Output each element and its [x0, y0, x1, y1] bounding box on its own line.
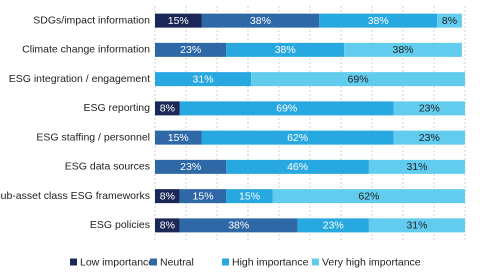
bar-segment	[226, 189, 273, 204]
bar-segment	[272, 189, 465, 204]
data-label: 8%	[160, 220, 175, 232]
y-tick-label: ESG staffing / personnel	[36, 131, 150, 143]
data-label: 38%	[275, 44, 296, 56]
bar-segment	[226, 42, 345, 57]
bar-segment	[368, 218, 465, 233]
data-label: 23%	[180, 161, 201, 173]
bar-segment	[201, 13, 320, 28]
bar-segment	[251, 72, 465, 87]
bar-segment	[319, 13, 438, 28]
bar-segment	[155, 189, 180, 204]
y-tick-label: ESG reporting	[83, 102, 150, 114]
bar-segment	[226, 159, 369, 174]
y-tick-label: ESG integration / engagement	[9, 73, 150, 85]
bar-segment	[368, 159, 465, 174]
data-label: 15%	[168, 15, 189, 27]
bar-segment	[155, 72, 252, 87]
data-label: 38%	[228, 220, 249, 232]
data-label: 31%	[193, 73, 214, 85]
bar-segment	[179, 189, 227, 204]
legend-label: Low importance	[80, 256, 154, 268]
data-label: 8%	[160, 103, 175, 115]
bar-segment	[393, 130, 465, 145]
bar-segment	[155, 101, 180, 116]
data-label: 15%	[168, 132, 189, 144]
bar-segment	[155, 42, 227, 57]
data-label: 69%	[348, 73, 369, 85]
bar-segment	[155, 13, 202, 28]
legend-swatch	[70, 258, 77, 266]
y-tick-label: SDGs/impact information	[33, 14, 150, 26]
legend-swatch	[150, 258, 157, 266]
data-label: 38%	[368, 15, 389, 27]
legend-swatch	[312, 258, 319, 266]
bar-segment	[155, 130, 202, 145]
data-label: 23%	[323, 220, 344, 232]
data-label: 23%	[419, 103, 440, 115]
bar-segment	[201, 130, 394, 145]
y-tick-label: Climate change information	[22, 44, 150, 56]
bar-segment	[155, 218, 180, 233]
bar-segment	[393, 101, 465, 116]
data-label: 15%	[193, 190, 214, 202]
bar-segment	[437, 13, 462, 28]
data-label: 23%	[419, 132, 440, 144]
legend-label: High importance	[232, 256, 309, 268]
y-tick-label: ESG policies	[90, 219, 150, 231]
bar-segment	[297, 218, 369, 233]
bar-segment	[179, 101, 394, 116]
data-label: 69%	[276, 103, 297, 115]
data-label: 62%	[287, 132, 308, 144]
data-label: 8%	[442, 15, 457, 27]
data-label: 8%	[160, 190, 175, 202]
data-label: 38%	[392, 44, 413, 56]
legend-label: Very high importance	[322, 256, 421, 268]
data-label: 31%	[406, 161, 427, 173]
data-label: 62%	[358, 190, 379, 202]
legend-label: Neutral	[160, 256, 194, 268]
y-tick-label: Sub-asset class ESG frameworks	[0, 190, 150, 202]
data-label: 38%	[250, 15, 271, 27]
bar-segment	[344, 42, 462, 57]
bar-segment	[179, 218, 298, 233]
data-label: 23%	[180, 44, 201, 56]
y-tick-label: ESG data sources	[65, 161, 150, 173]
data-label: 46%	[287, 161, 308, 173]
data-label: 15%	[239, 190, 260, 202]
legend-swatch	[222, 258, 229, 266]
data-label: 31%	[406, 220, 427, 232]
bar-segment	[155, 159, 227, 174]
